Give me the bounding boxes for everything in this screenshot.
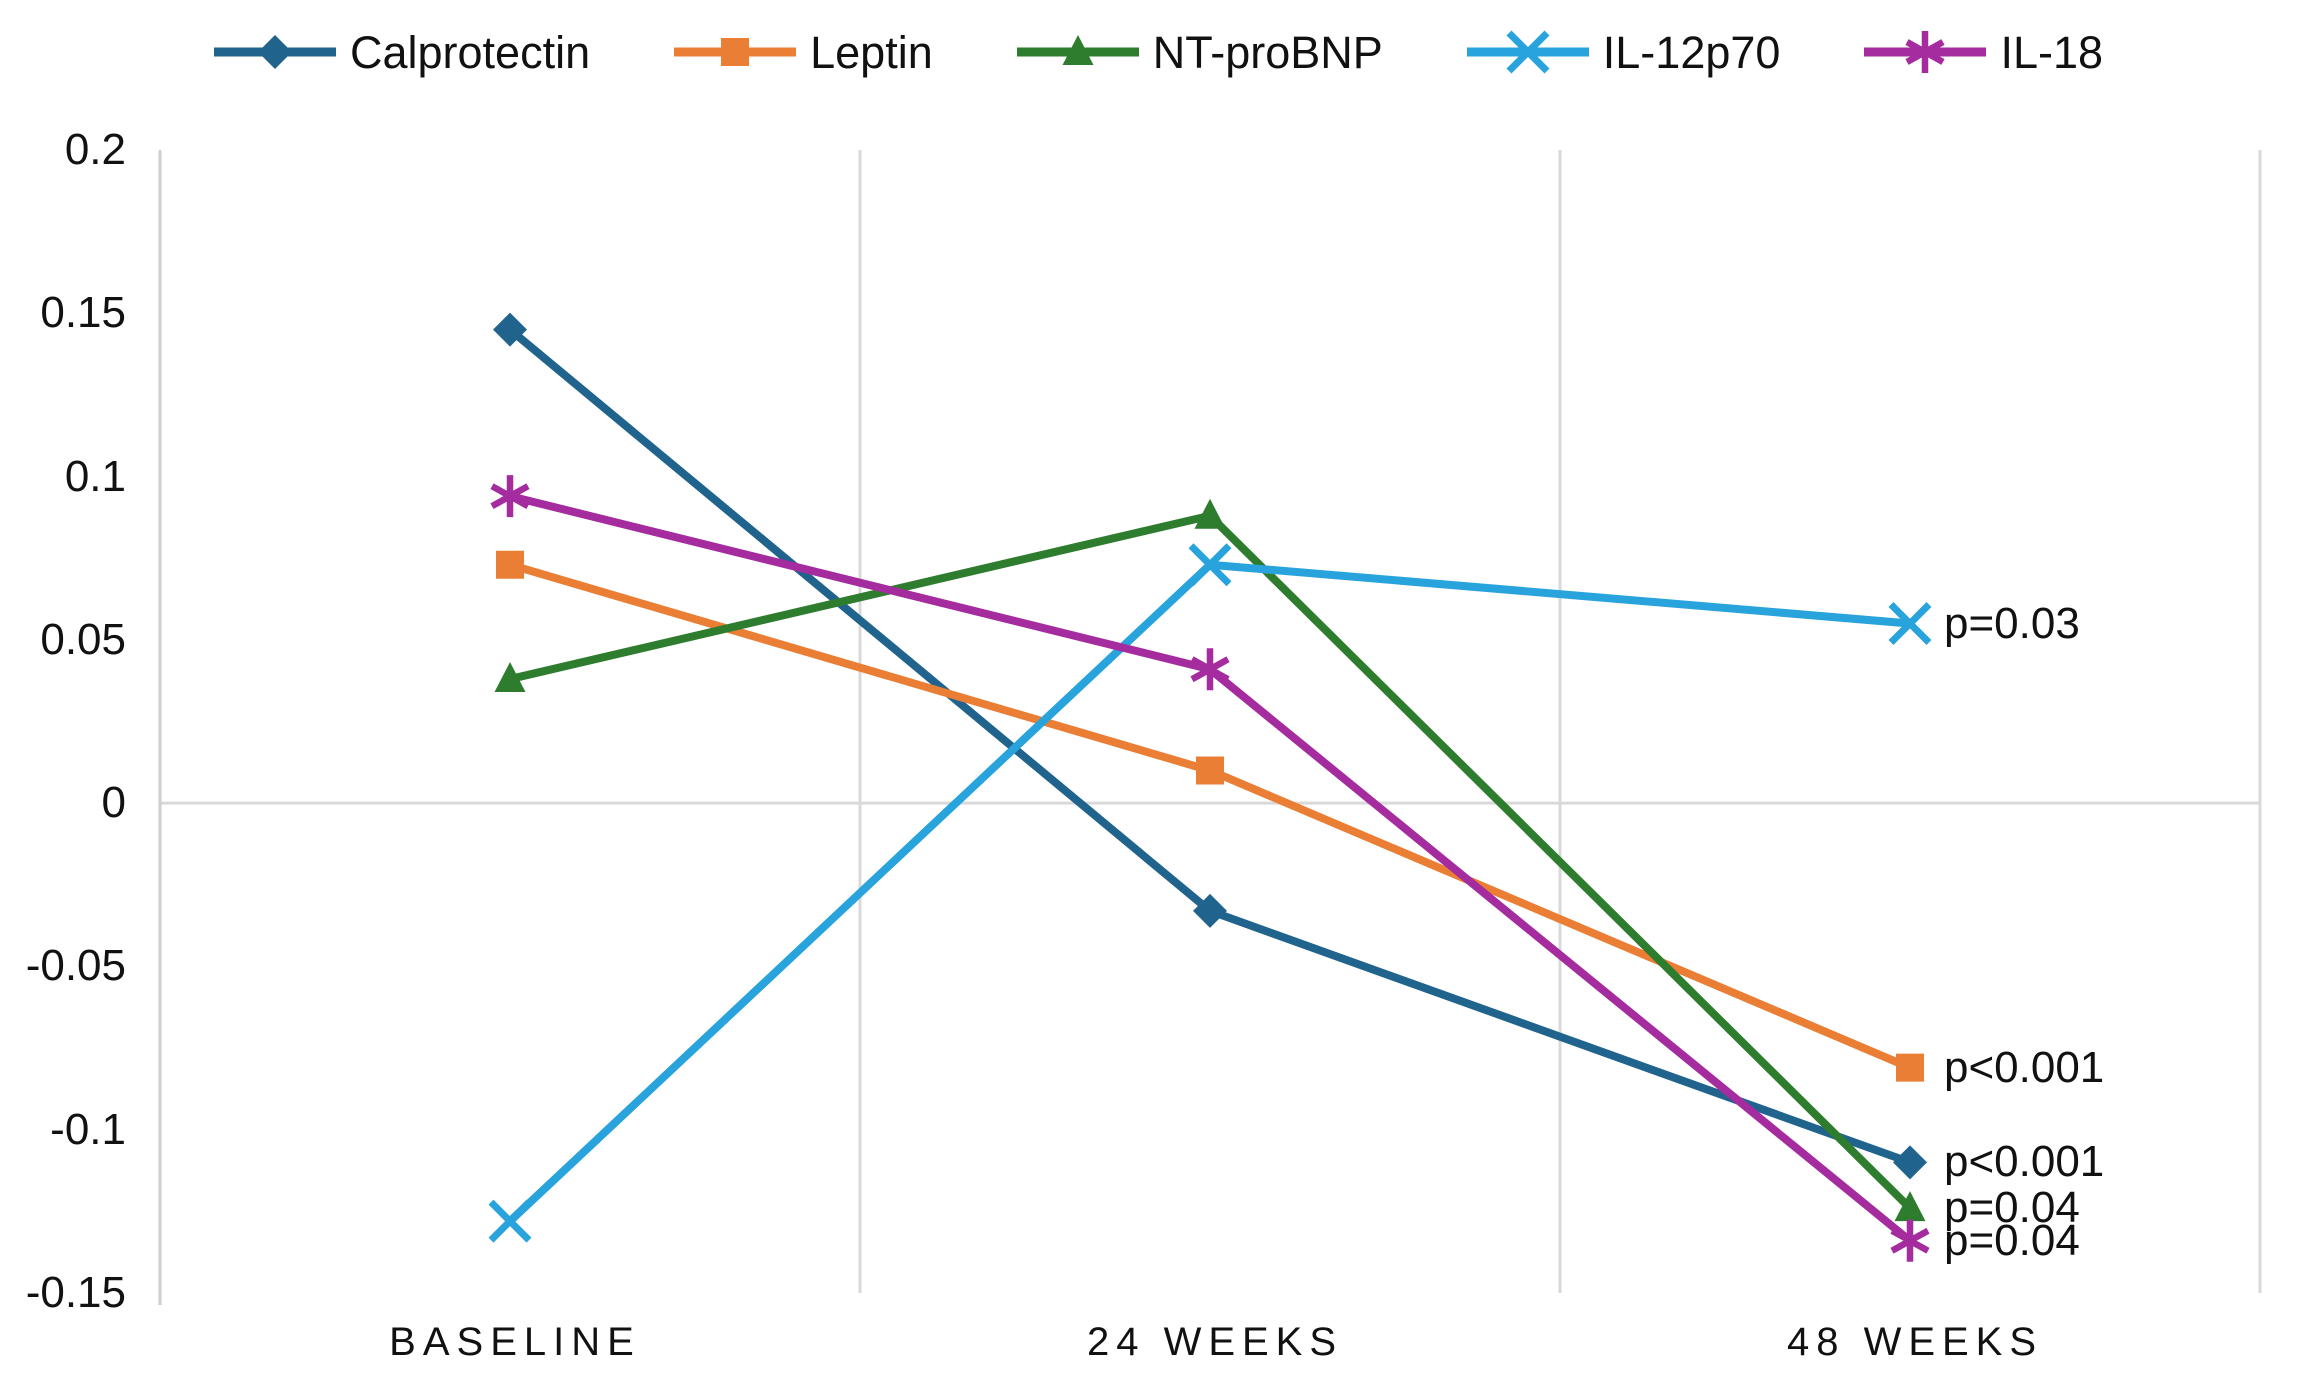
p-value-label-nt-probnp: p=0.04 bbox=[1944, 1183, 2080, 1233]
series-line-calprotectin bbox=[507, 326, 1912, 1167]
marker-il-12p70-24-weeks bbox=[1188, 543, 1232, 587]
marker-nt-probnp-baseline bbox=[494, 662, 526, 693]
p-value-label-leptin: p<0.001 bbox=[1944, 1042, 2105, 1092]
y-axis-tick-label: 0.2 bbox=[64, 125, 126, 174]
legend-item-nt-probnp: NT-proBNP bbox=[1011, 30, 1383, 75]
x-axis-label-48-weeks: 48 WEEKS bbox=[1786, 1320, 2044, 1364]
y-axis-tick-label: 0.15 bbox=[40, 288, 126, 337]
legend-sample-marker bbox=[1506, 30, 1550, 74]
legend-sample-marker bbox=[1062, 35, 1094, 65]
marker-leptin-baseline bbox=[496, 550, 524, 579]
marker-il-12p70-48-weeks bbox=[1888, 602, 1932, 646]
y-axis-tick-label: -0.1 bbox=[50, 1105, 126, 1154]
legend-sample-marker bbox=[721, 38, 750, 66]
marker-leptin-48-weeks bbox=[1896, 1053, 1924, 1082]
marker-calprotectin-24-weeks bbox=[1193, 893, 1227, 928]
legend-label-il-18: IL-18 bbox=[2000, 26, 2104, 78]
marker-leptin-24-weeks bbox=[1196, 756, 1224, 785]
legend-label-nt-probnp: NT-proBNP bbox=[1152, 26, 1383, 78]
marker-calprotectin-48-weeks bbox=[1893, 1145, 1927, 1180]
legend-item-il-18: IL-18 bbox=[1858, 30, 2103, 75]
p-value-label-calprotectin: p<0.001 bbox=[1944, 1137, 2105, 1187]
x-axis-label-24-weeks: 24 WEEKS bbox=[1086, 1320, 1344, 1364]
legend-label-calprotectin: Calprotectin bbox=[349, 26, 591, 78]
y-axis-tick-label: 0 bbox=[101, 778, 126, 827]
x-axis-label-baseline: BASELINE bbox=[389, 1320, 641, 1364]
il-12p70-line-marker-icon bbox=[1466, 30, 1589, 74]
y-axis-tick-label: -0.05 bbox=[25, 941, 126, 990]
legend-item-leptin: Leptin bbox=[668, 30, 933, 75]
legend-item-il-12p70: IL-12p70 bbox=[1461, 26, 1781, 78]
series-line-leptin bbox=[508, 560, 1912, 1072]
marker-il-12p70-baseline bbox=[488, 1199, 532, 1243]
y-axis-tick-label: 0.1 bbox=[64, 452, 126, 501]
legend-item-calprotectin: Calprotectin bbox=[208, 30, 590, 75]
legend-sample-marker bbox=[1905, 31, 1946, 73]
y-axis-tick-label: -0.15 bbox=[25, 1268, 126, 1317]
y-axis-tick-label: 0.05 bbox=[40, 615, 126, 664]
il-18-line-marker-icon bbox=[1864, 31, 1987, 73]
nt-probnp-line-marker-icon bbox=[1016, 35, 1139, 65]
marker-il-18-baseline bbox=[490, 475, 530, 518]
legend-label-il-12p70: IL-12p70 bbox=[1602, 26, 1781, 78]
legend-label-leptin: Leptin bbox=[810, 26, 933, 78]
marker-il-18-24-weeks bbox=[1190, 648, 1230, 691]
leptin-line-marker-icon bbox=[674, 38, 797, 66]
p-value-label-il-18: p=0.04 bbox=[1944, 1215, 2080, 1265]
chart-legend: Calprotectin Leptin NT-proBNP IL-12p70 I… bbox=[0, 22, 2311, 82]
legend-sample-marker bbox=[257, 35, 292, 69]
marker-nt-probnp-24-weeks bbox=[1194, 498, 1226, 529]
calprotectin-line-marker-icon bbox=[213, 35, 336, 69]
series-line-nt-probnp bbox=[509, 511, 1913, 1211]
marker-nt-probnp-48-weeks bbox=[1894, 1191, 1926, 1222]
p-value-label-il-12p70: p=0.03 bbox=[1944, 598, 2080, 648]
marker-calprotectin-baseline bbox=[493, 312, 527, 347]
marker-il-18-48-weeks bbox=[1890, 1219, 1930, 1262]
